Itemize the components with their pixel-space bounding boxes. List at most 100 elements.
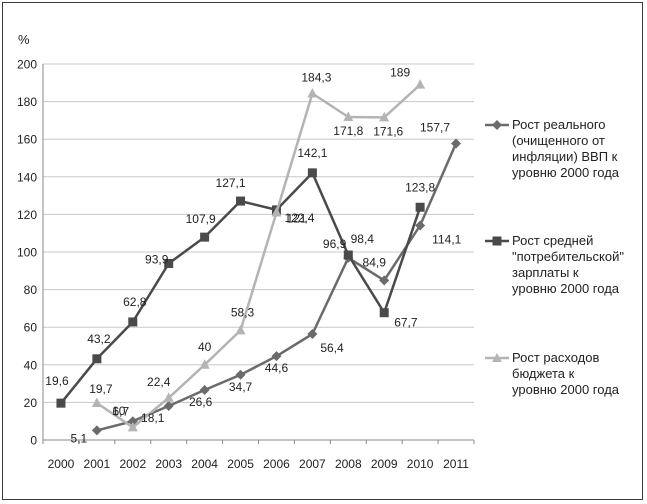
data-point (56, 398, 66, 408)
data-point (415, 79, 426, 89)
x-tick-label: 2002 (119, 457, 146, 471)
data-point (236, 196, 246, 206)
y-tick-label: 200 (17, 58, 37, 72)
x-tick-label: 2001 (84, 457, 111, 471)
data-label: 171,8 (333, 124, 363, 138)
data-point (91, 425, 102, 436)
data-point (379, 111, 390, 122)
data-label: 123,8 (405, 180, 435, 194)
data-label: 6,7 (112, 404, 129, 418)
data-label: 40 (198, 340, 212, 354)
y-tick-label: 40 (24, 358, 38, 372)
series-group (56, 79, 462, 436)
data-label: 62,8 (123, 295, 147, 309)
data-point (199, 359, 210, 369)
data-point (164, 258, 174, 268)
data-point (343, 250, 353, 260)
data-point (451, 138, 462, 149)
data-point (379, 275, 390, 286)
y-tick-label: 20 (24, 396, 38, 410)
series-line-2 (96, 83, 421, 429)
legend-swatch-gdp (485, 120, 509, 130)
data-point (127, 421, 138, 432)
data-label: 114,1 (432, 232, 461, 246)
x-tick-label: 2011 (443, 457, 469, 471)
data-label: 67,7 (394, 316, 418, 330)
data-label: 58,3 (231, 305, 255, 319)
data-label: 84,9 (363, 255, 387, 269)
x-tick-label: 2003 (155, 457, 182, 471)
data-point (92, 354, 102, 364)
data-label: 121 (286, 212, 306, 226)
y-tick-label: 100 (17, 246, 37, 260)
y-axis-label: % (18, 32, 30, 47)
data-point (415, 220, 426, 231)
x-tick-label: 2000 (48, 457, 75, 471)
data-point (128, 317, 138, 327)
chart-frame (2, 2, 643, 500)
data-point (235, 369, 246, 380)
legend-label-salary: Рост средней "потребительской" зарплаты … (512, 233, 624, 296)
data-point (307, 328, 318, 339)
x-tick-label: 2009 (371, 457, 398, 471)
data-point (91, 397, 102, 407)
data-label: 22,4 (147, 375, 171, 389)
data-point (235, 324, 246, 335)
data-labels: 5,1 10 18,1 26,6 34,7 44,6 56,4 96,9 84,9 114,1 15… (45, 66, 461, 446)
data-point (199, 384, 210, 395)
data-point (379, 308, 389, 318)
data-label: 184,3 (301, 71, 331, 85)
data-label: 142,1 (297, 146, 327, 160)
data-point (307, 88, 318, 98)
x-tick-label: 2008 (335, 457, 362, 471)
gridlines (43, 63, 474, 403)
data-label: 43,2 (87, 332, 111, 346)
data-point (307, 168, 317, 178)
y-tick-label: 0 (30, 434, 37, 448)
data-point (127, 416, 138, 427)
y-tick-label: 140 (17, 170, 37, 184)
x-tick-label: 2007 (299, 457, 326, 471)
data-label: 34,7 (229, 380, 253, 394)
data-label: 98,4 (351, 232, 375, 246)
data-label: 96,9 (323, 237, 347, 251)
data-label: 93,9 (145, 252, 169, 266)
legend-swatch-salary (485, 236, 509, 246)
data-label: 19,7 (89, 382, 113, 396)
data-point (271, 351, 282, 362)
data-label: 18,1 (141, 411, 165, 425)
data-point (163, 400, 174, 411)
y-tick-label: 180 (17, 95, 37, 109)
y-tick-label: 80 (24, 283, 38, 297)
data-label: 5,1 (71, 431, 88, 445)
data-point (163, 392, 174, 402)
series-line-1 (60, 171, 422, 404)
data-label: 122,4 (284, 211, 314, 225)
axes: 0 20 40 60 80 100 120 140 160 180 200 2000 2001 2002 2… (17, 58, 475, 471)
data-label: 44,6 (265, 361, 289, 375)
x-tick-label: 2010 (407, 457, 434, 471)
data-label: 127,1 (216, 176, 246, 190)
data-label: 107,9 (186, 212, 216, 226)
data-point (271, 207, 282, 217)
x-tick-label: 2005 (227, 457, 254, 471)
data-label: 10 (112, 404, 126, 418)
legend-swatch-budget (485, 353, 509, 362)
data-point (343, 111, 354, 122)
y-tick-label: 60 (24, 321, 38, 335)
legend-label-budget: Рост расходов бюджета к уровню 2000 года (512, 350, 620, 397)
data-label: 19,6 (45, 374, 69, 388)
data-label: 56,4 (320, 341, 344, 355)
y-tick-label: 160 (17, 133, 37, 147)
data-point (200, 232, 210, 242)
data-label: 26,6 (189, 395, 213, 409)
legend-label-gdp: Рост реального (очищенного от инфляции) … (512, 117, 620, 180)
data-point (415, 202, 425, 212)
y-tick-label: 120 (17, 208, 37, 222)
data-label: 157,7 (420, 121, 450, 135)
x-tick-label: 2006 (263, 457, 290, 471)
data-label: 189 (390, 66, 410, 80)
data-label: 171,6 (373, 124, 403, 138)
x-tick-label: 2004 (191, 457, 218, 471)
